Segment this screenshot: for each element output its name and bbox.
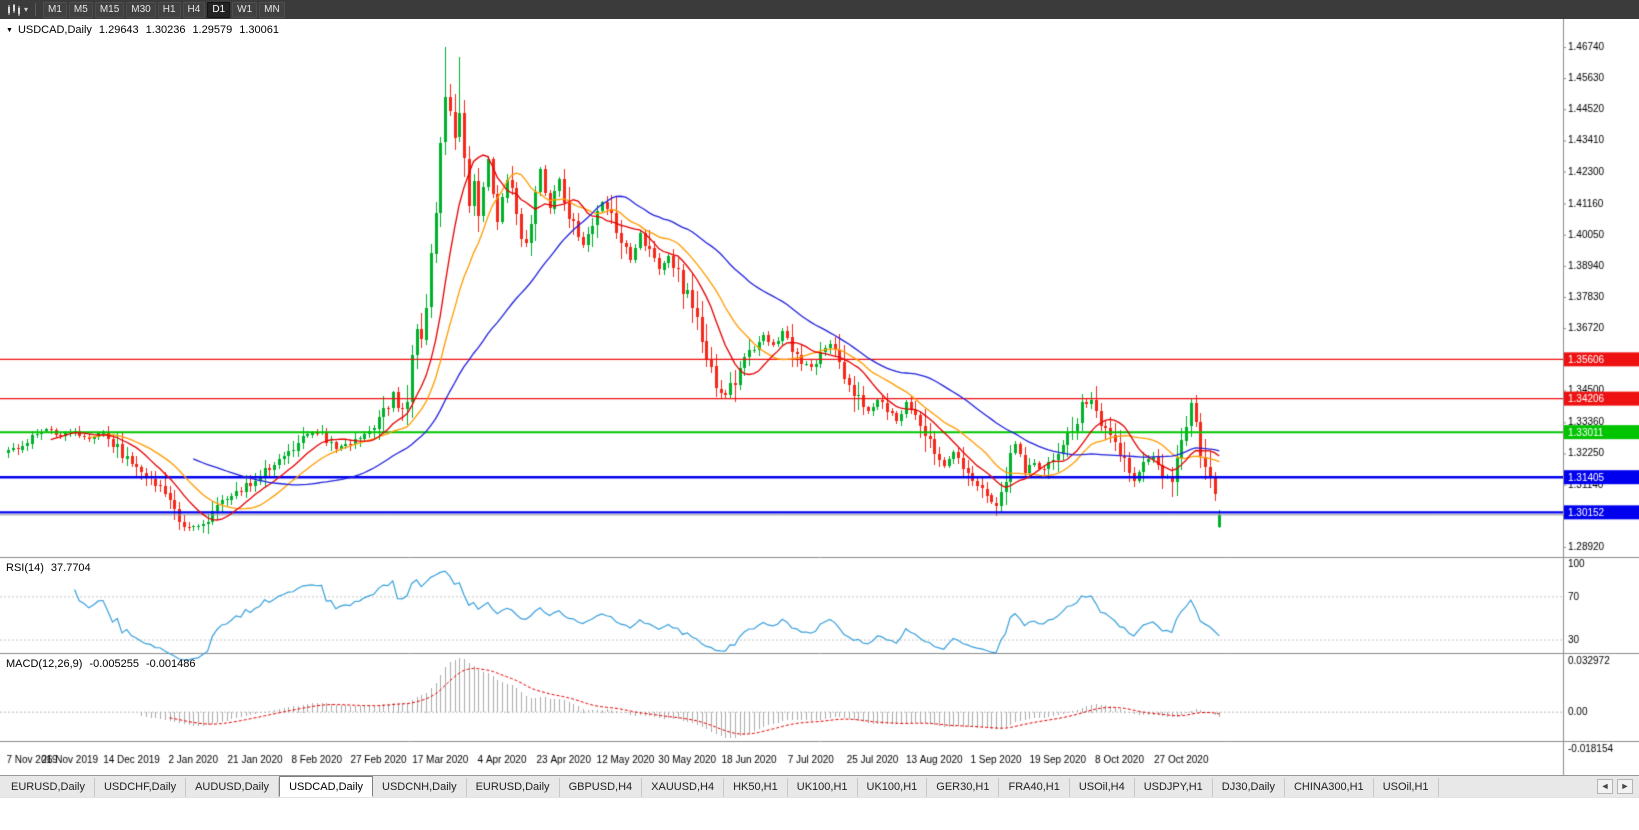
chart-tab-12-fra40-h1[interactable]: FRA40,H1 [999,778,1070,797]
timeframe-buttons: M1 M5 M15 M30 H1 H4 D1 W1 MN [42,1,286,18]
timeframe-button-h1[interactable]: H1 [157,1,181,18]
timeframe-button-mn[interactable]: MN [259,1,285,18]
chart-tab-15-dj30-daily[interactable]: DJ30,Daily [1213,778,1285,797]
chart-tab-4-usdcnh-daily[interactable]: USDCNH,Daily [373,778,467,797]
chart-tab-13-usoil-h4[interactable]: USOil,H4 [1070,778,1135,797]
tab-scroll-left-button[interactable]: ◄ [1597,779,1613,794]
chart-tab-5-eurusd-daily[interactable]: EURUSD,Daily [467,778,560,797]
chart-tab-2-audusd-daily[interactable]: AUDUSD,Daily [186,778,280,797]
timeframe-button-h4[interactable]: H4 [182,1,206,18]
chart-tab-10-uk100-h1[interactable]: UK100,H1 [858,778,928,797]
chart-tab-7-xauusd-h4[interactable]: XAUUSD,H4 [642,778,725,797]
timeframe-button-m1[interactable]: M1 [43,1,67,18]
tab-scroll-buttons: ◄ ► [1597,776,1639,797]
price-chart-canvas[interactable] [0,19,1639,775]
chart-tab-6-gbpusd-h4[interactable]: GBPUSD,H4 [560,778,643,797]
chart-tab-1-usdchf-daily[interactable]: USDCHF,Daily [95,778,187,797]
candlestick-chart-icon[interactable] [5,2,23,17]
toolbar-divider [35,3,37,16]
chart-tab-17-usoil-h1[interactable]: USOil,H1 [1374,778,1439,797]
chart-tab-0-eurusd-daily[interactable]: EURUSD,Daily [2,778,95,797]
timeframe-button-m5[interactable]: M5 [68,1,93,18]
chart-type-dropdown-icon[interactable]: ▾ [24,5,29,14]
chart-tab-14-usdjpy-h1[interactable]: USDJPY,H1 [1135,778,1213,797]
chart-tab-bar: EURUSD,Daily USDCHF,Daily AUDUSD,Daily USDC… [0,775,1639,797]
status-bar [0,797,1639,830]
collapse-chart-icon[interactable]: ▼ [6,27,13,34]
tab-scroll-right-button[interactable]: ► [1617,779,1633,794]
chart-tab-3-usdcad-daily[interactable]: USDCAD,Daily [279,776,374,797]
chart-tab-16-china300-h1[interactable]: CHINA300,H1 [1285,778,1374,797]
timeframe-button-m15[interactable]: M15 [94,1,125,18]
chart-tab-8-hk50-h1[interactable]: HK50,H1 [724,778,788,797]
timeframe-button-w1[interactable]: W1 [232,1,258,18]
chart-tabs: EURUSD,Daily USDCHF,Daily AUDUSD,Daily USDC… [2,776,1439,797]
chart-tab-11-ger30-h1[interactable]: GER30,H1 [927,778,1000,797]
timeframe-button-m30[interactable]: M30 [126,1,156,18]
chart-toolbar: ▾ M1 M5 M15 M30 H1 H4 D1 W1 MN [0,0,1639,19]
chart-tab-9-uk100-h1[interactable]: UK100,H1 [788,778,858,797]
pane-separator-macd[interactable] [0,652,1639,655]
timeframe-button-d1[interactable]: D1 [207,1,231,18]
pane-separator-rsi[interactable] [0,556,1639,559]
